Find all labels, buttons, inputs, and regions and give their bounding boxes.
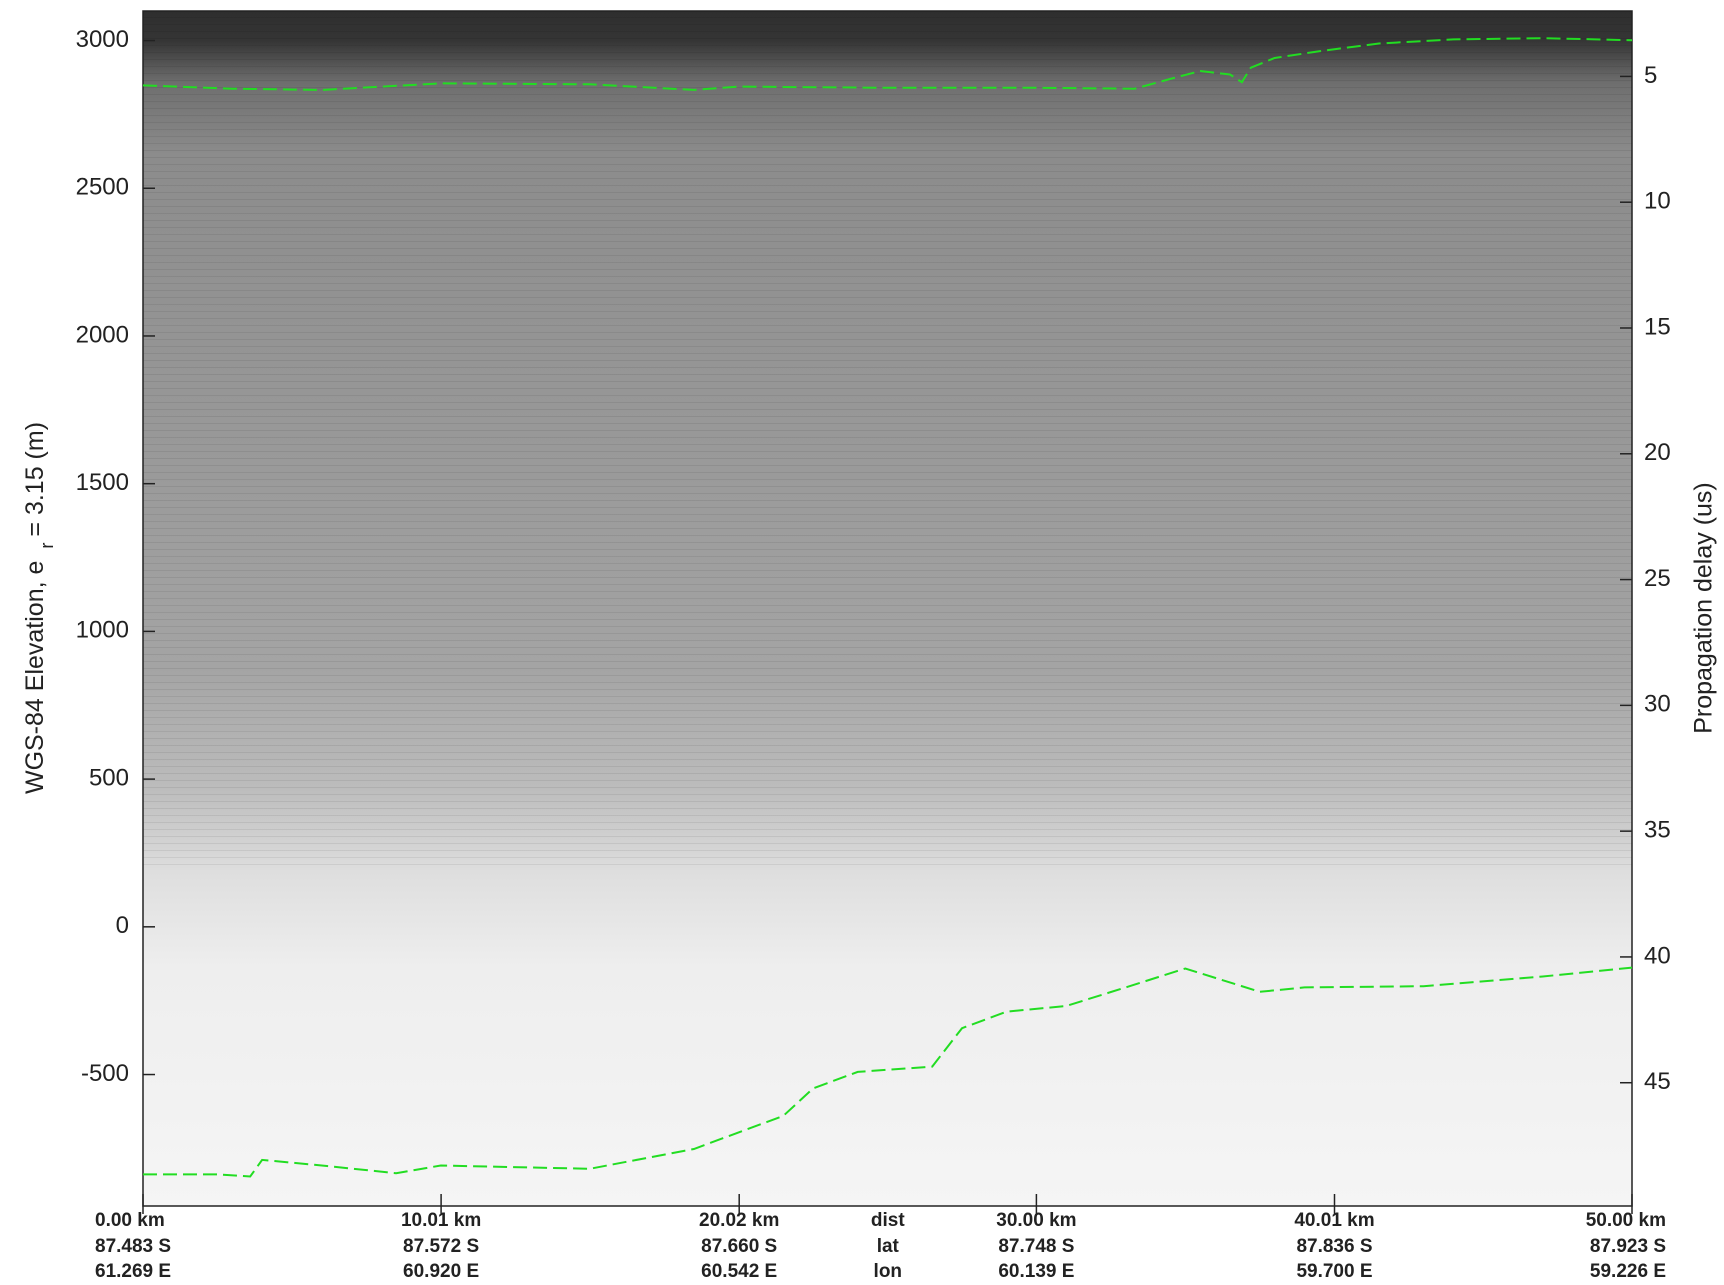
lat-label: 87.660 S [701,1236,777,1257]
x-tick-label: 50.00 km [1586,1210,1666,1231]
y-label-text: WGS-84 Elevation, e [21,561,49,794]
y-label-suffix: = 3.15 (m) [21,422,49,537]
y-tick-label: 2000 [76,321,129,348]
echo-trace [142,37,1633,91]
lon-label: 60.139 E [998,1261,1074,1282]
y2-axis-label: Propagation delay (us) [1690,482,1718,734]
x-tick-label: 10.01 km [401,1210,481,1231]
lon-label: 60.920 E [403,1261,479,1282]
y-tick-label: 1500 [76,469,129,496]
x-tick-label: 30.00 km [996,1210,1076,1231]
y2-tick-label: 10 [1644,188,1671,215]
y-label-subscript: r [37,543,57,549]
lon-label: 59.226 E [1590,1261,1666,1282]
y2-tick-label: 25 [1644,565,1671,592]
lat-label: 87.748 S [998,1236,1074,1257]
y-tick-label: -500 [81,1060,129,1087]
echogram-layers [143,11,1632,871]
x-tick-label: 40.01 km [1294,1210,1374,1231]
y-tick-label: 2500 [76,174,129,201]
row-label: lat [877,1236,900,1257]
row-label: dist [871,1210,905,1231]
x-tick-label: 20.02 km [699,1210,779,1231]
y2-tick-label: 45 [1644,1068,1671,1095]
row-label: lon [874,1261,903,1282]
y-tick-label: 0 [116,912,129,939]
plot-frame [142,10,1633,1207]
y2-tick-label: 15 [1644,313,1671,340]
y-axis-label: WGS-84 Elevation, e r = 3.15 (m) [21,422,57,794]
lat-label: 87.483 S [95,1236,171,1257]
x-tick-label: 0.00 km [95,1210,165,1231]
lon-label: 60.542 E [701,1261,777,1282]
y2-tick-label: 35 [1644,816,1671,843]
echo-trace [143,966,1633,1178]
lat-label: 87.836 S [1296,1236,1372,1257]
lon-label: 61.269 E [95,1261,171,1282]
y2-tick-label: 40 [1644,942,1671,969]
y2-tick-label: 20 [1644,439,1671,466]
lat-label: 87.572 S [403,1236,479,1257]
y-tick-label: 1000 [76,617,129,644]
lat-label: 87.923 S [1590,1236,1666,1257]
y2-tick-label: 5 [1644,62,1657,89]
y2-tick-label: 30 [1644,691,1671,718]
lon-label: 59.700 E [1296,1261,1372,1282]
y-tick-label: 3000 [76,26,129,53]
y-tick-label: 500 [89,764,129,791]
